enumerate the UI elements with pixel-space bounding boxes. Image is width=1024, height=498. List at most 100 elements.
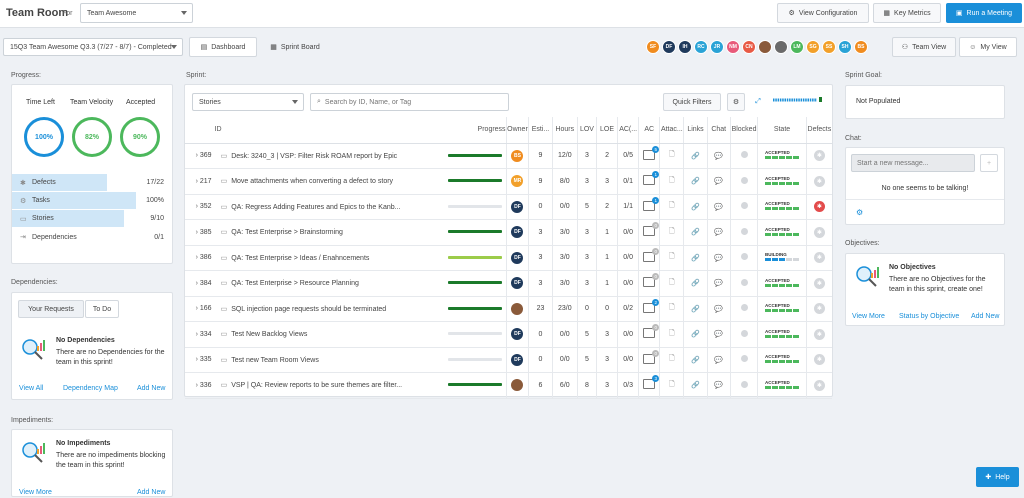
- link-icon[interactable]: 🔗: [691, 152, 700, 160]
- defect-bug-icon[interactable]: ✱: [813, 175, 825, 187]
- table-row[interactable]: › 217 ▭ Move attachments when converting a…: [185, 168, 832, 195]
- column-header[interactable]: Owner: [505, 117, 529, 144]
- team-avatar[interactable]: CN: [742, 40, 756, 54]
- story-name[interactable]: Test New Backlog Views: [231, 331, 308, 339]
- blocked-indicator-icon[interactable]: [740, 202, 748, 210]
- attachment-icon[interactable]: 🗋: [669, 176, 675, 184]
- column-header[interactable]: State: [757, 117, 807, 144]
- team-avatar[interactable]: SH: [838, 40, 852, 54]
- story-name[interactable]: Desk: 3240_3 | VSP: Filter Risk ROAM rep…: [231, 152, 398, 160]
- team-avatar[interactable]: RC: [694, 40, 708, 54]
- table-row[interactable]: › 386 ▭ QA: Test Enterprise > Ideas / Enah…: [185, 245, 832, 271]
- defect-bug-icon[interactable]: ✱: [813, 201, 825, 213]
- story-id[interactable]: 385: [199, 228, 212, 236]
- owner-avatar[interactable]: MR: [511, 175, 524, 188]
- sprint-select[interactable]: 15Q3 Team Awesome Q3.3 (7/27 - 8/7) - Co…: [3, 38, 183, 56]
- state-indicator[interactable]: ACCEPTED: [764, 303, 799, 313]
- team-avatar[interactable]: SF: [646, 40, 660, 54]
- chat-icon[interactable]: 💬: [714, 254, 724, 262]
- view-configuration-button[interactable]: ⚙ View Configuration: [777, 3, 869, 23]
- progress-row-stories[interactable]: ▭ Stories 9/10: [12, 210, 172, 228]
- state-indicator[interactable]: ACCEPTED: [764, 329, 799, 338]
- column-header[interactable]: Defects: [805, 117, 832, 144]
- table-row[interactable]: › 352 ▭ QA: Regress Adding Features and Ep…: [185, 194, 832, 220]
- story-name[interactable]: VSP | QA: Review reports to be sure them…: [231, 382, 403, 390]
- owner-avatar[interactable]: DF: [511, 328, 524, 341]
- state-indicator[interactable]: ACCEPTED: [764, 227, 799, 236]
- column-header[interactable]: LOV: [576, 117, 597, 144]
- attachment-icon[interactable]: 🗋: [669, 278, 675, 286]
- story-id[interactable]: 369: [199, 152, 212, 160]
- story-id[interactable]: 384: [199, 279, 212, 287]
- story-id[interactable]: 352: [199, 203, 212, 211]
- column-header[interactable]: [185, 117, 215, 144]
- acceptance-criteria-icon[interactable]: 0: [643, 349, 660, 364]
- chat-icon[interactable]: 💬: [714, 178, 724, 186]
- story-id[interactable]: 217: [199, 177, 212, 185]
- acceptance-criteria-icon[interactable]: 2: [643, 298, 660, 313]
- story-id[interactable]: 336: [199, 381, 212, 389]
- defect-bug-icon[interactable]: ✱: [813, 226, 825, 238]
- chat-message-input[interactable]: [851, 154, 975, 172]
- column-header[interactable]: Links: [683, 117, 708, 144]
- chat-icon[interactable]: 💬: [714, 203, 724, 211]
- table-row[interactable]: › 369 ▭ Desk: 3240_3 | VSP: Filter Risk RO…: [185, 143, 832, 169]
- column-header[interactable]: Attac...: [659, 117, 684, 144]
- view-all-link[interactable]: View All: [19, 385, 44, 392]
- my-view-button[interactable]: ☺ My View: [959, 37, 1017, 57]
- search-input[interactable]: [324, 98, 495, 106]
- acceptance-criteria-icon[interactable]: 1: [643, 171, 660, 186]
- expand-row-icon[interactable]: ›: [195, 356, 198, 364]
- column-header[interactable]: Blocked: [729, 117, 758, 144]
- team-avatar[interactable]: NM: [726, 40, 740, 54]
- link-icon[interactable]: 🔗: [691, 254, 700, 262]
- owner-avatar[interactable]: DF: [511, 251, 524, 264]
- chat-icon[interactable]: 💬: [714, 356, 724, 364]
- column-header[interactable]: AC: [638, 117, 660, 144]
- attachment-icon[interactable]: 🗋: [669, 151, 675, 159]
- link-icon[interactable]: 🔗: [691, 178, 700, 186]
- team-avatar[interactable]: [758, 40, 772, 54]
- table-settings-button[interactable]: ⚙: [727, 93, 745, 111]
- blocked-indicator-icon[interactable]: [740, 329, 748, 337]
- search-box[interactable]: ⌕: [310, 93, 509, 111]
- link-icon[interactable]: 🔗: [691, 203, 700, 211]
- link-icon[interactable]: 🔗: [691, 280, 700, 288]
- story-name[interactable]: SQL injection page requests should be te…: [231, 305, 387, 313]
- owner-avatar[interactable]: DF: [511, 200, 524, 213]
- attachment-icon[interactable]: 🗋: [669, 380, 675, 388]
- attachment-icon[interactable]: 🗋: [669, 202, 675, 210]
- team-select[interactable]: Team Awesome: [80, 3, 193, 23]
- state-indicator[interactable]: ACCEPTED: [764, 176, 799, 185]
- blocked-indicator-icon[interactable]: [740, 355, 748, 363]
- owner-avatar[interactable]: DF: [511, 226, 524, 239]
- defect-bug-icon[interactable]: ✱: [813, 303, 825, 315]
- quick-filters-button[interactable]: Quick Filters: [663, 93, 721, 111]
- chat-icon[interactable]: 💬: [714, 229, 724, 237]
- defect-bug-icon[interactable]: ✱: [813, 328, 825, 340]
- expand-row-icon[interactable]: ›: [195, 177, 198, 185]
- attachment-icon[interactable]: 🗋: [669, 253, 675, 261]
- expand-button[interactable]: ⤢: [749, 93, 767, 111]
- view-more-objectives-link[interactable]: View More: [852, 313, 885, 320]
- dependency-map-link[interactable]: Dependency Map: [63, 385, 118, 392]
- owner-avatar[interactable]: DF: [511, 277, 524, 290]
- chat-icon[interactable]: 💬: [714, 280, 724, 288]
- story-name[interactable]: QA: Test Enterprise > Resource Planning: [231, 280, 359, 288]
- sprint-board-tab[interactable]: ▦ Sprint Board: [262, 37, 328, 57]
- view-more-impediments-link[interactable]: View More: [19, 489, 52, 496]
- attachment-icon[interactable]: 🗋: [669, 304, 675, 312]
- expand-row-icon[interactable]: ›: [195, 152, 198, 160]
- expand-row-icon[interactable]: ›: [195, 228, 198, 236]
- table-row[interactable]: › 384 ▭ QA: Test Enterprise > Resource Pla…: [185, 270, 832, 297]
- status-by-objective-link[interactable]: Status by Objective: [899, 313, 960, 320]
- expand-row-icon[interactable]: ›: [195, 279, 198, 287]
- blocked-indicator-icon[interactable]: [740, 304, 748, 312]
- acceptance-criteria-icon[interactable]: 0: [643, 247, 660, 262]
- chat-icon[interactable]: 💬: [714, 331, 724, 339]
- run-meeting-button[interactable]: ▣ Run a Meeting: [946, 3, 1022, 23]
- owner-avatar[interactable]: [511, 302, 524, 315]
- blocked-indicator-icon[interactable]: [740, 176, 748, 184]
- acceptance-criteria-icon[interactable]: 0: [643, 324, 660, 339]
- blocked-indicator-icon[interactable]: [740, 227, 748, 235]
